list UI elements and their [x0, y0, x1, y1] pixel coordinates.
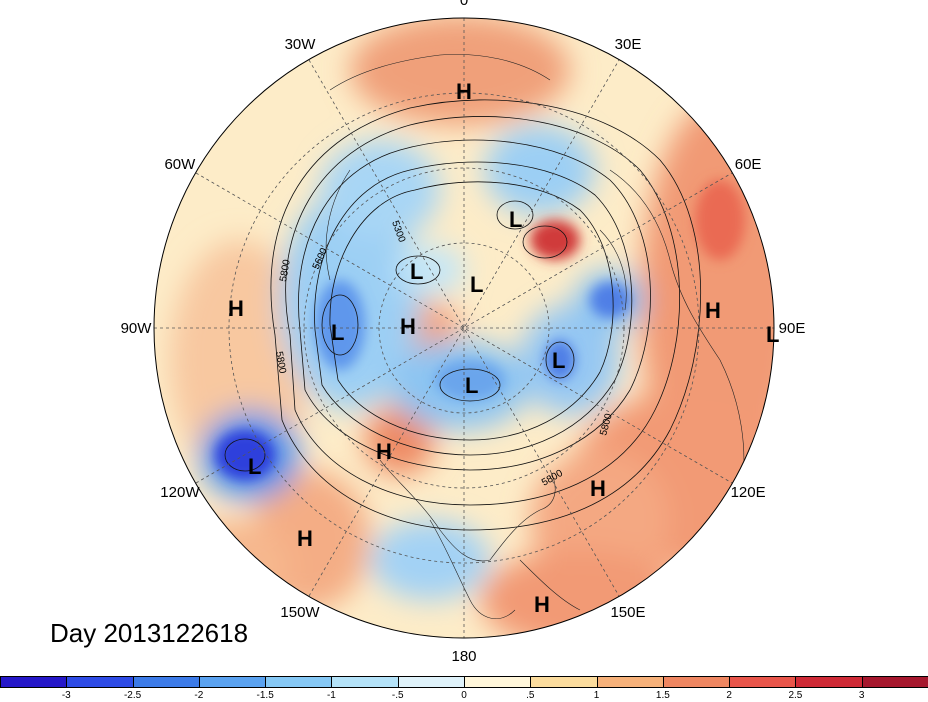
- colorbar-box: [530, 676, 598, 688]
- colorbar-tick-label: 1: [593, 690, 600, 701]
- longitude-label: 150W: [280, 604, 320, 621]
- colorbar-tick-label: -.5: [391, 690, 404, 701]
- high-pressure-center: H: [456, 79, 472, 104]
- longitude-label: 180: [451, 648, 476, 665]
- high-pressure-center: H: [590, 476, 606, 501]
- longitude-label: 90E: [779, 320, 806, 337]
- colorbar-box: [265, 676, 333, 688]
- longitude-label: 30E: [615, 36, 642, 53]
- high-pressure-center: H: [228, 296, 244, 321]
- colorbar-box: [0, 676, 68, 688]
- colorbar-tick-label: -2.5: [123, 690, 142, 701]
- colorbar-box: [331, 676, 399, 688]
- longitude-label: 60E: [735, 156, 762, 173]
- contour-label: 5800: [273, 351, 288, 375]
- colorbar-box: [464, 676, 532, 688]
- high-pressure-center: H: [376, 439, 392, 464]
- colorbar-tick-label: 1.5: [655, 690, 670, 701]
- height-contours: [224, 99, 702, 531]
- colorbar-tick-label: .5: [526, 690, 535, 701]
- longitude-label: 60W: [164, 156, 196, 173]
- low-pressure-center: L: [410, 259, 423, 284]
- colorbar-tick-label: 0: [461, 690, 467, 701]
- longitude-label: 120E: [731, 484, 766, 501]
- low-pressure-center: L: [465, 373, 478, 398]
- graticule: [154, 18, 774, 638]
- colorbar-box: [795, 676, 863, 688]
- colorbar-box: [66, 676, 134, 688]
- contour-label: 5800: [278, 258, 293, 282]
- colorbar-box: [861, 676, 928, 688]
- high-pressure-center: H: [297, 526, 313, 551]
- colorbar-tick-label: 2.5: [788, 690, 803, 701]
- low-pressure-center: L: [331, 320, 344, 345]
- pressure-centers: H H H H H H H H L L L L L L L L: [228, 79, 779, 617]
- low-pressure-center: L: [766, 322, 779, 347]
- colorbar-box: [198, 676, 267, 688]
- high-pressure-center: H: [534, 592, 550, 617]
- high-pressure-center: H: [705, 298, 721, 323]
- low-pressure-center: L: [509, 207, 522, 232]
- low-pressure-center: L: [470, 272, 483, 297]
- colorbar-tick-label: 3: [858, 690, 865, 701]
- colorbar-tick-label: -1: [326, 690, 336, 701]
- colorbar-box: [397, 676, 465, 688]
- colorbar-tick-label: -2: [194, 690, 204, 701]
- colorbar-box: [132, 676, 200, 688]
- low-pressure-center: L: [248, 454, 261, 479]
- longitude-label: 90W: [121, 320, 153, 337]
- low-pressure-center: L: [552, 348, 565, 373]
- longitude-labels: 90E 60E 30E 0 30W 60W 90W 120W 150W 180 150E 120E: [121, 0, 806, 665]
- longitude-label: 150E: [610, 604, 645, 621]
- high-pressure-center: H: [400, 314, 416, 339]
- polar-map: 90E 60E 30E 0 30W 60W 90W 120W 150W 180 150E 120E 5…: [121, 0, 806, 665]
- colorbar-box: [662, 676, 731, 688]
- colorbar-tick-label: -1.5: [256, 690, 274, 701]
- longitude-label: 0: [460, 0, 468, 9]
- coastlines: [325, 54, 745, 619]
- colorbar-box: [596, 676, 664, 688]
- colorbar-tick-label: 2: [726, 690, 732, 701]
- longitude-label: 30W: [285, 36, 317, 53]
- colorbar-box: [729, 676, 797, 688]
- date-title: Day 2013122618: [50, 618, 249, 648]
- map-boundary: [153, 17, 775, 639]
- longitude-label: 120W: [160, 484, 200, 501]
- colorbar-tick-label: -3: [61, 690, 71, 701]
- colorbar: -3 -2.5 -2 -1.5 -1 -.5 0 .5 1 1.5 2 2.5 3: [0, 676, 928, 702]
